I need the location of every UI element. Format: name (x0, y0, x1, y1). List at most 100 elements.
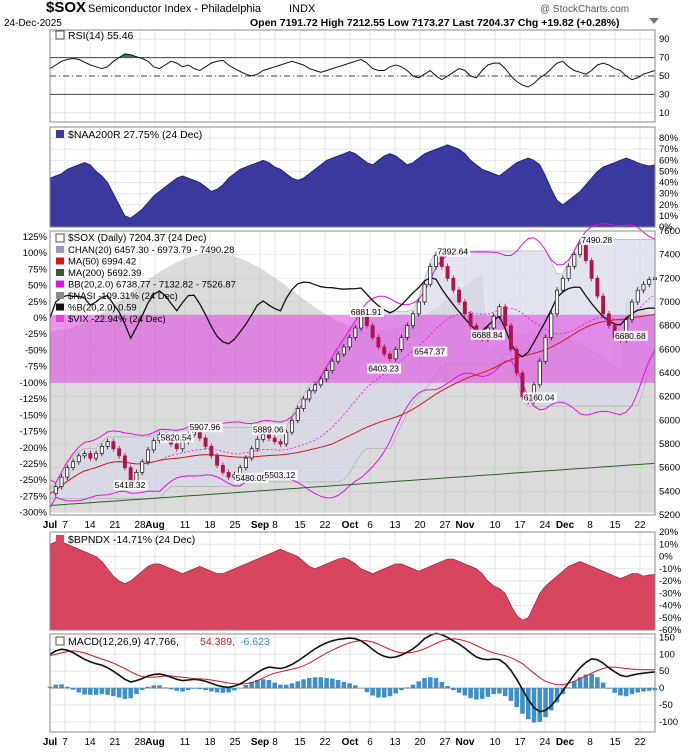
naa200r-area (49, 144, 656, 228)
price-tick-label: 7200 (659, 273, 680, 284)
macd-line (49, 632, 656, 713)
price-tick-label: 6000 (659, 415, 680, 426)
ma50-line (49, 313, 656, 495)
candle-body (439, 255, 444, 267)
macd-histogram-bar (203, 688, 208, 691)
candle-body (197, 431, 202, 439)
macd-tick-label: -50 (659, 700, 673, 711)
macd-histogram-bar (595, 677, 600, 689)
naa-tick-label: 0% (659, 222, 673, 233)
macd-histogram-bar (445, 686, 450, 689)
legend-entry: $VIX -22.94% (24 Dec) (68, 314, 166, 325)
symbol: $SOX (46, 0, 86, 16)
bpndx-tick-label: -60% (659, 625, 682, 636)
macd-histogram-bar (59, 684, 64, 689)
candle-body (249, 448, 254, 459)
candle-body (151, 440, 156, 451)
macd-histogram-bar (226, 688, 231, 693)
candle-body (560, 277, 565, 291)
candle-body (589, 260, 594, 279)
bpndx-tick-label: -20% (659, 576, 682, 587)
rsi-tick-label: 90 (659, 34, 670, 45)
x-axis-label: Aug (145, 520, 164, 531)
macd-histogram-bar (260, 679, 266, 689)
macd-histogram-bar (312, 677, 318, 689)
pct-tick-label: -300% (20, 508, 48, 519)
pct-tick-label: 0% (33, 313, 47, 324)
price-annotation: 5480.05 (236, 473, 267, 483)
candle-body (111, 441, 116, 450)
price-tick-label: 6800 (659, 321, 680, 332)
macd-histogram-bar (635, 688, 640, 693)
pct-tick-label: -125% (20, 394, 48, 405)
macd-histogram-bar (353, 685, 358, 689)
bpndx-tick-label: -10% (659, 564, 682, 575)
macd-histogram-bar (572, 681, 577, 689)
x-axis-label: Jul (43, 737, 58, 748)
x-axis-label: Nov (456, 737, 475, 748)
bb-upper (49, 223, 656, 484)
macd-histogram-bar (283, 684, 289, 689)
candle-body (226, 472, 231, 478)
candle-body (295, 408, 300, 421)
candle-body (376, 337, 381, 348)
macd-histogram-bar (623, 688, 629, 697)
macd-tick-label: 50 (659, 666, 670, 677)
candle-body (140, 461, 145, 473)
price-tick-label: 6400 (659, 368, 680, 379)
annotation-bg (159, 432, 194, 443)
candle-body (76, 455, 81, 463)
x-axis-label: 7 (62, 737, 68, 748)
naa-tick-label: 40% (659, 178, 679, 189)
macd-histogram-bar (341, 681, 347, 689)
x-axis-label: Jul (43, 520, 58, 531)
candle-body (284, 431, 289, 445)
macd-histogram-bar (606, 688, 612, 689)
candle-body (543, 337, 548, 362)
x-axis-label: 21 (109, 737, 121, 748)
macd-legend-swatch (55, 636, 65, 646)
macd-histogram-bar (474, 688, 479, 700)
candle-body (370, 325, 375, 338)
pct-tick-label: -25% (25, 329, 48, 340)
candle-body (174, 443, 179, 450)
candle-body (146, 449, 150, 463)
date: 24-Dec-2025 (4, 18, 62, 29)
macd-panel (49, 633, 656, 733)
candle-body (255, 438, 260, 450)
annotation-bg (522, 392, 557, 403)
macd-signal-line (49, 638, 655, 686)
macd-histogram-bar (376, 688, 381, 698)
x-axis-label: 18 (204, 737, 216, 748)
candle-body (393, 348, 398, 360)
scroll-arrow-icon[interactable] (649, 18, 659, 24)
macd-signal-value: 54.389, (200, 636, 235, 648)
candle-body (583, 243, 588, 261)
macd-histogram-bar (347, 683, 352, 689)
candle-body (520, 372, 525, 398)
x-axis-label: Dec (556, 737, 575, 748)
macd-histogram-bar (307, 677, 312, 689)
macd-histogram-bar (491, 688, 496, 695)
price-tick-label: 7000 (659, 297, 680, 308)
annotation-bg (413, 346, 448, 357)
macd-histogram-bar (128, 688, 133, 699)
naa-legend-swatch (56, 130, 64, 138)
candle-body (630, 301, 634, 321)
price-annotation: 6403.23 (368, 364, 399, 374)
candle-body (578, 243, 583, 256)
x-axis-label: Oct (342, 737, 359, 748)
candle-body (290, 419, 294, 433)
macd-histogram-bar (451, 688, 456, 691)
candle-body (462, 301, 467, 315)
macd-histogram-bar (485, 688, 491, 697)
macd-histogram-bar (416, 681, 422, 689)
macd-histogram-bar (134, 688, 139, 695)
candle-body (267, 434, 271, 439)
macd-histogram-bar (151, 685, 156, 689)
x-axis-label: 15 (609, 520, 621, 531)
macd-histogram-bar (502, 688, 508, 697)
price-legend-swatch (55, 233, 65, 243)
macd-histogram-bar (162, 687, 168, 689)
macd-histogram-bar (318, 677, 324, 689)
